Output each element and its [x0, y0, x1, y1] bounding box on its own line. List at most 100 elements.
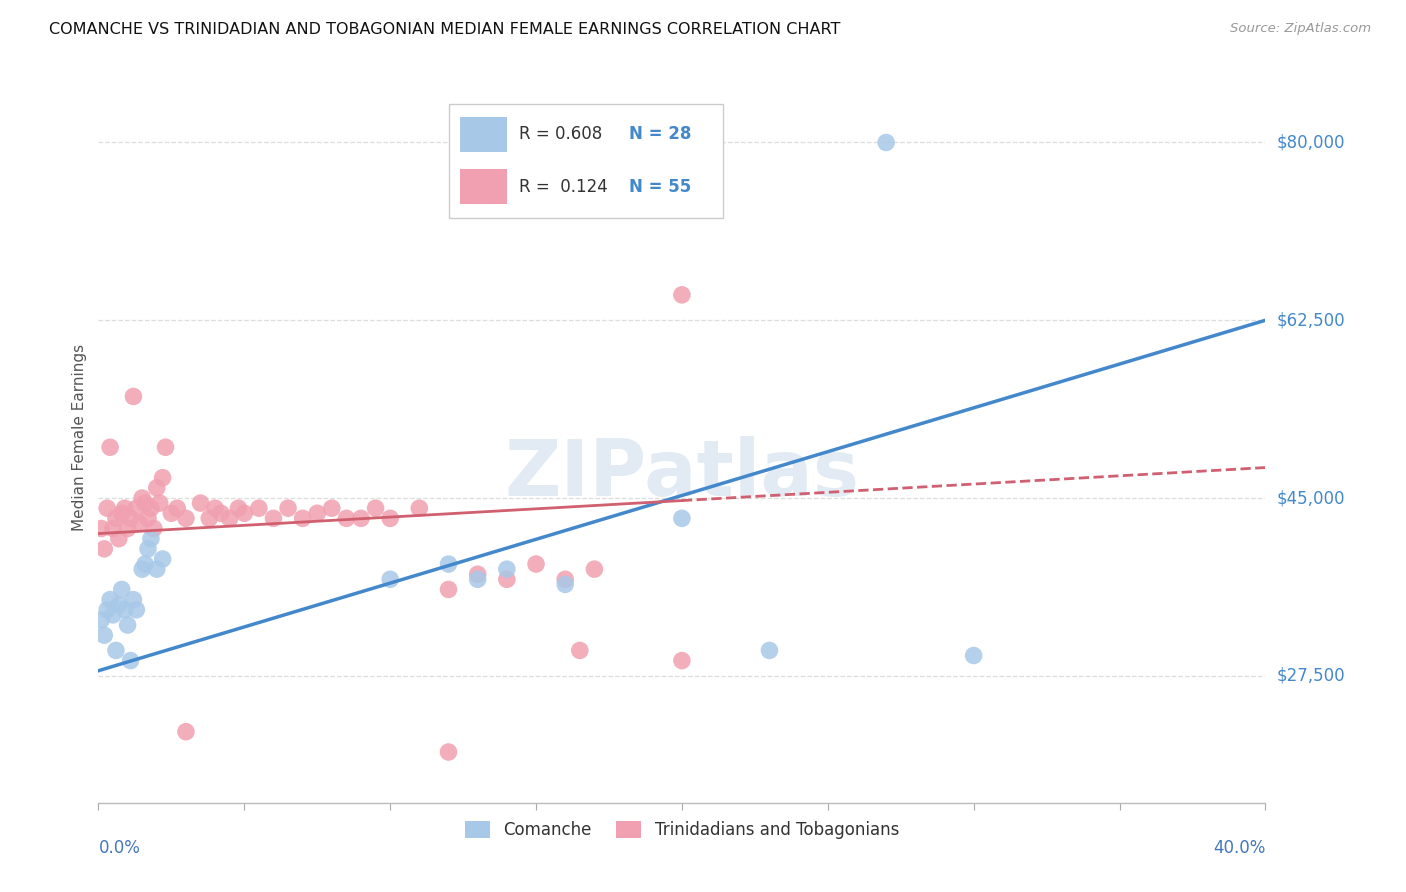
Point — [174, 511, 197, 525]
Point — [139, 501, 162, 516]
Point — [131, 491, 153, 505]
Point — [204, 501, 226, 516]
Point — [174, 724, 197, 739]
Point — [114, 501, 136, 516]
Y-axis label: Median Female Earnings: Median Female Earnings — [72, 343, 87, 531]
Point — [146, 481, 169, 495]
Point — [114, 603, 136, 617]
Point — [90, 521, 112, 535]
Point — [160, 506, 183, 520]
Point — [128, 516, 150, 531]
Point — [93, 628, 115, 642]
Text: 0.0%: 0.0% — [98, 839, 141, 857]
Point — [321, 501, 343, 516]
Point — [134, 496, 156, 510]
Point — [467, 567, 489, 582]
Point — [875, 136, 897, 150]
Point — [228, 501, 250, 516]
Text: ZIPatlas: ZIPatlas — [505, 435, 859, 512]
Point — [101, 521, 124, 535]
FancyBboxPatch shape — [460, 117, 508, 152]
Point — [98, 592, 121, 607]
Point — [496, 572, 519, 586]
Point — [125, 501, 148, 516]
Point — [437, 745, 460, 759]
Point — [139, 532, 162, 546]
Point — [117, 618, 139, 632]
Text: R = 0.608: R = 0.608 — [519, 125, 602, 144]
Point — [962, 648, 984, 663]
Point — [277, 501, 299, 516]
Point — [152, 471, 174, 485]
FancyBboxPatch shape — [460, 169, 508, 204]
Point — [467, 572, 489, 586]
Point — [524, 557, 547, 571]
Point — [96, 501, 118, 516]
Point — [262, 511, 284, 525]
Point — [307, 506, 329, 520]
Point — [380, 572, 402, 586]
Text: $45,000: $45,000 — [1277, 489, 1346, 507]
Point — [131, 562, 153, 576]
Text: R =  0.124: R = 0.124 — [519, 178, 607, 196]
Text: N = 28: N = 28 — [630, 125, 692, 144]
Point — [350, 511, 373, 525]
Point — [671, 288, 693, 302]
Point — [190, 496, 212, 510]
Text: 40.0%: 40.0% — [1213, 839, 1265, 857]
Point — [111, 506, 134, 520]
Point — [111, 582, 134, 597]
Point — [108, 532, 131, 546]
Point — [671, 654, 693, 668]
Point — [166, 501, 188, 516]
Text: $62,500: $62,500 — [1277, 311, 1346, 329]
Point — [758, 643, 780, 657]
Point — [149, 496, 172, 510]
Point — [247, 501, 270, 516]
Point — [117, 521, 139, 535]
Point — [496, 562, 519, 576]
Point — [437, 582, 460, 597]
Point — [554, 572, 576, 586]
Point — [136, 511, 159, 525]
Point — [671, 511, 693, 525]
Point — [146, 562, 169, 576]
Legend: Comanche, Trinidadians and Tobagonians: Comanche, Trinidadians and Tobagonians — [458, 814, 905, 846]
Point — [209, 506, 232, 520]
Point — [364, 501, 387, 516]
Text: N = 55: N = 55 — [630, 178, 692, 196]
Point — [122, 592, 145, 607]
Point — [136, 541, 159, 556]
Point — [93, 541, 115, 556]
Point — [568, 643, 591, 657]
Text: Source: ZipAtlas.com: Source: ZipAtlas.com — [1230, 22, 1371, 36]
Point — [554, 577, 576, 591]
Point — [101, 607, 124, 622]
Point — [120, 654, 142, 668]
Text: COMANCHE VS TRINIDADIAN AND TOBAGONIAN MEDIAN FEMALE EARNINGS CORRELATION CHART: COMANCHE VS TRINIDADIAN AND TOBAGONIAN M… — [49, 22, 841, 37]
Point — [408, 501, 430, 516]
Point — [120, 511, 142, 525]
Point — [155, 440, 177, 454]
Point — [108, 598, 131, 612]
Point — [218, 511, 240, 525]
Text: $80,000: $80,000 — [1277, 134, 1346, 152]
Point — [104, 511, 127, 525]
Text: $27,500: $27,500 — [1277, 667, 1346, 685]
Point — [437, 557, 460, 571]
Point — [152, 552, 174, 566]
Point — [125, 603, 148, 617]
Point — [142, 521, 165, 535]
Point — [335, 511, 357, 525]
Point — [104, 643, 127, 657]
Point — [134, 557, 156, 571]
Point — [198, 511, 221, 525]
Point — [583, 562, 606, 576]
Point — [233, 506, 256, 520]
FancyBboxPatch shape — [449, 104, 723, 218]
Point — [122, 389, 145, 403]
Point — [98, 440, 121, 454]
Point — [291, 511, 314, 525]
Point — [380, 511, 402, 525]
Point — [96, 603, 118, 617]
